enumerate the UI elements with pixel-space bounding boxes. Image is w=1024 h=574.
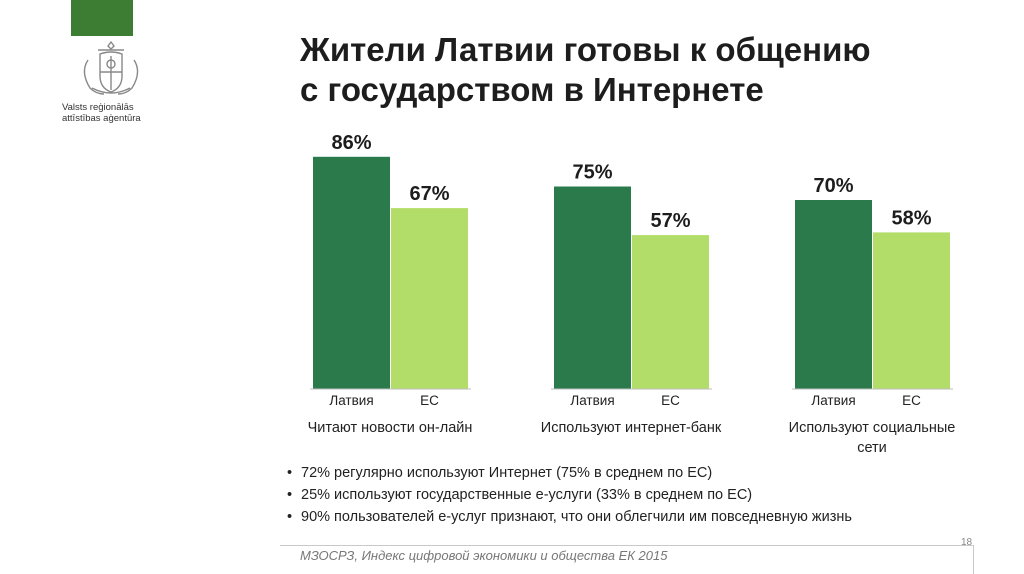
bar-latvia-3 (795, 200, 872, 389)
group-label: Читают новости он-лайн (308, 420, 473, 436)
group-label: сети (857, 440, 887, 456)
bullet-item: • 90% пользователей е-услуг признают, что… (287, 506, 852, 528)
footer-divider (280, 545, 974, 546)
bar-value-label: 58% (891, 207, 931, 229)
page-number: 18 (961, 537, 973, 548)
bar-value-label: 67% (409, 183, 449, 205)
source-note: МЗОСРЗ, Индекс цифровой экономики и обще… (300, 548, 668, 563)
logo-text-line2: attīstības aģentūra (62, 113, 141, 124)
group-label: Используют социальные (789, 420, 956, 436)
bar-value-label: 57% (650, 210, 690, 232)
title-line1: Жители Латвии готовы к общению (300, 31, 871, 68)
bar-value-label: 70% (813, 175, 853, 197)
bullet-dot: • (287, 509, 293, 525)
series-tick-label: Латвия (811, 393, 855, 408)
coat-of-arms-icon (83, 40, 139, 95)
series-tick-label: ЕС (661, 393, 680, 408)
bullet-item: • 25% используют государственные е-услуги… (287, 484, 852, 506)
agency-logo: Valsts reģionālās attīstības aģentūra (62, 38, 172, 124)
series-tick-label: Латвия (329, 393, 373, 408)
bar-eu-1 (391, 208, 468, 389)
bar-eu-3 (873, 232, 950, 389)
series-tick-label: ЕС (902, 393, 921, 408)
bar-eu-2 (632, 235, 709, 389)
bullet-text: 72% регулярно используют Интернет (75% в… (301, 465, 713, 481)
title-line2: с государством в Интернете (300, 71, 764, 108)
bar-latvia-1 (313, 156, 390, 389)
footer-divider-vertical (973, 545, 974, 574)
bullet-text: 90% пользователей е-услуг признают, что … (301, 509, 852, 525)
top-accent-bar (71, 0, 133, 36)
series-tick-label: ЕС (420, 393, 439, 408)
series-tick-label: Латвия (570, 393, 614, 408)
bar-latvia-2 (554, 186, 631, 389)
page-title: Жители Латвии готовы к общению с государ… (300, 30, 1000, 110)
bullet-dot: • (287, 487, 293, 503)
bullet-list: • 72% регулярно используют Интернет (75% … (287, 462, 852, 528)
bullet-dot: • (287, 465, 293, 481)
bar-value-label: 86% (331, 132, 371, 154)
group-label: Используют интернет-банк (541, 420, 722, 436)
bullet-item: • 72% регулярно используют Интернет (75% … (287, 462, 852, 484)
bar-value-label: 75% (572, 162, 612, 184)
logo-text-line1: Valsts reģionālās (62, 102, 134, 113)
bullet-text: 25% используют государственные е-услуги … (301, 487, 753, 503)
